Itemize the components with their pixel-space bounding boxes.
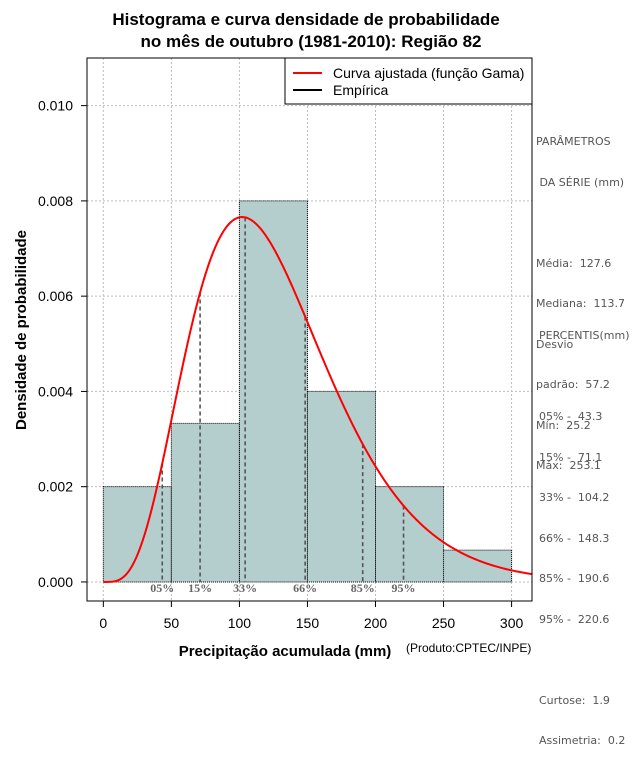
percentile-line-label: 95%	[392, 581, 416, 595]
chart-title-line-2: no mês de outubro (1981-2010): Região 82	[140, 32, 481, 51]
histogram-bars	[102, 200, 513, 583]
params-title-line-1: PARÂMETROS	[536, 135, 611, 148]
percentile-line-label: 05%	[150, 581, 174, 595]
y-tick-label: 0.008	[38, 193, 73, 209]
percentile-05: 05% - 43.3	[539, 410, 603, 423]
legend-curve-label: Curva ajustada (função Gama)	[333, 65, 524, 81]
histogram-bar	[238, 200, 308, 583]
param-stddev-label: Desvio	[536, 337, 574, 351]
percentile-15: 15% - 71.1	[539, 450, 603, 464]
percentile-labels: 05% 15% 33% 66% 85% 95%	[150, 581, 415, 595]
param-min: Mín: 25.2	[536, 418, 591, 432]
x-tick-label: 150	[296, 615, 320, 631]
gamma-curve-group	[103, 216, 533, 583]
x-tick-label: 0	[99, 615, 107, 631]
x-tick-label: 250	[432, 615, 456, 631]
x-tick-label: 300	[500, 615, 524, 631]
y-tick-label: 0.002	[38, 479, 73, 495]
x-tick-label: 100	[228, 615, 252, 631]
percentiles-panel: PERCENTIS(mm) 05% - 43.3 15% - 71.1 33% …	[539, 302, 630, 761]
y-tick-label: 0.006	[38, 288, 73, 304]
percentile-95: 95% - 220.6	[539, 612, 610, 626]
x-tick-label: 50	[164, 615, 180, 631]
y-tick-label: 0.004	[38, 383, 73, 399]
param-median: Mediana: 113.7	[536, 297, 625, 310]
percentile-line-label: 15%	[188, 581, 212, 595]
param-stddev: padrão: 57.2	[536, 378, 610, 391]
param-max: Máx: 253.1	[536, 459, 601, 472]
param-mean: Média: 127.6	[536, 256, 612, 270]
legend-empirical-label: Empírica	[333, 82, 388, 98]
x-axis: 0 50 100 150 200 250 300	[99, 601, 523, 631]
x-tick-label: 200	[364, 615, 388, 631]
y-tick-label: 0.000	[38, 574, 73, 590]
y-axis-label: Densidade de probabilidade	[13, 230, 30, 430]
gamma-curve	[103, 216, 533, 583]
percentile-line-label: 33%	[233, 581, 257, 595]
credit-label: (Produto:CPTEC/INPE)	[406, 641, 531, 655]
percentile-lines	[161, 217, 405, 582]
histogram-chart: Histograma e curva densidade de probabil…	[13, 10, 533, 660]
chart-title-line-1: Histograma e curva densidade de probabil…	[112, 10, 499, 29]
percentile-line-label: 66%	[293, 581, 317, 595]
percentile-line-label: 85%	[351, 581, 375, 595]
percentile-66: 66% - 148.3	[539, 531, 610, 545]
percentile-85: 85% - 190.6	[539, 572, 610, 585]
percentiles-title: PERCENTIS(mm)	[539, 329, 630, 342]
histogram-bar	[306, 390, 377, 583]
x-axis-label: Precipitação acumulada (mm)	[179, 643, 392, 660]
kurtosis: Curtose: 1.9	[539, 693, 610, 707]
legend: Curva ajustada (função Gama) Empírica	[284, 57, 533, 105]
histogram-bar	[170, 422, 240, 583]
y-axis: 0.000 0.002 0.004 0.006 0.008 0.010	[38, 98, 87, 590]
legend-box	[284, 57, 533, 105]
histogram-bar	[443, 549, 513, 583]
percentile-33: 33% - 104.2	[539, 491, 610, 504]
skewness: Assimetria: 0.2	[539, 734, 626, 747]
series-parameters-panel: PARÂMETROS DA SÉRIE (mm) Média: 127.6 Me…	[536, 108, 625, 486]
y-tick-label: 0.010	[38, 98, 73, 114]
histogram-bar	[102, 486, 172, 583]
params-title-line-2: DA SÉRIE (mm)	[536, 175, 625, 189]
